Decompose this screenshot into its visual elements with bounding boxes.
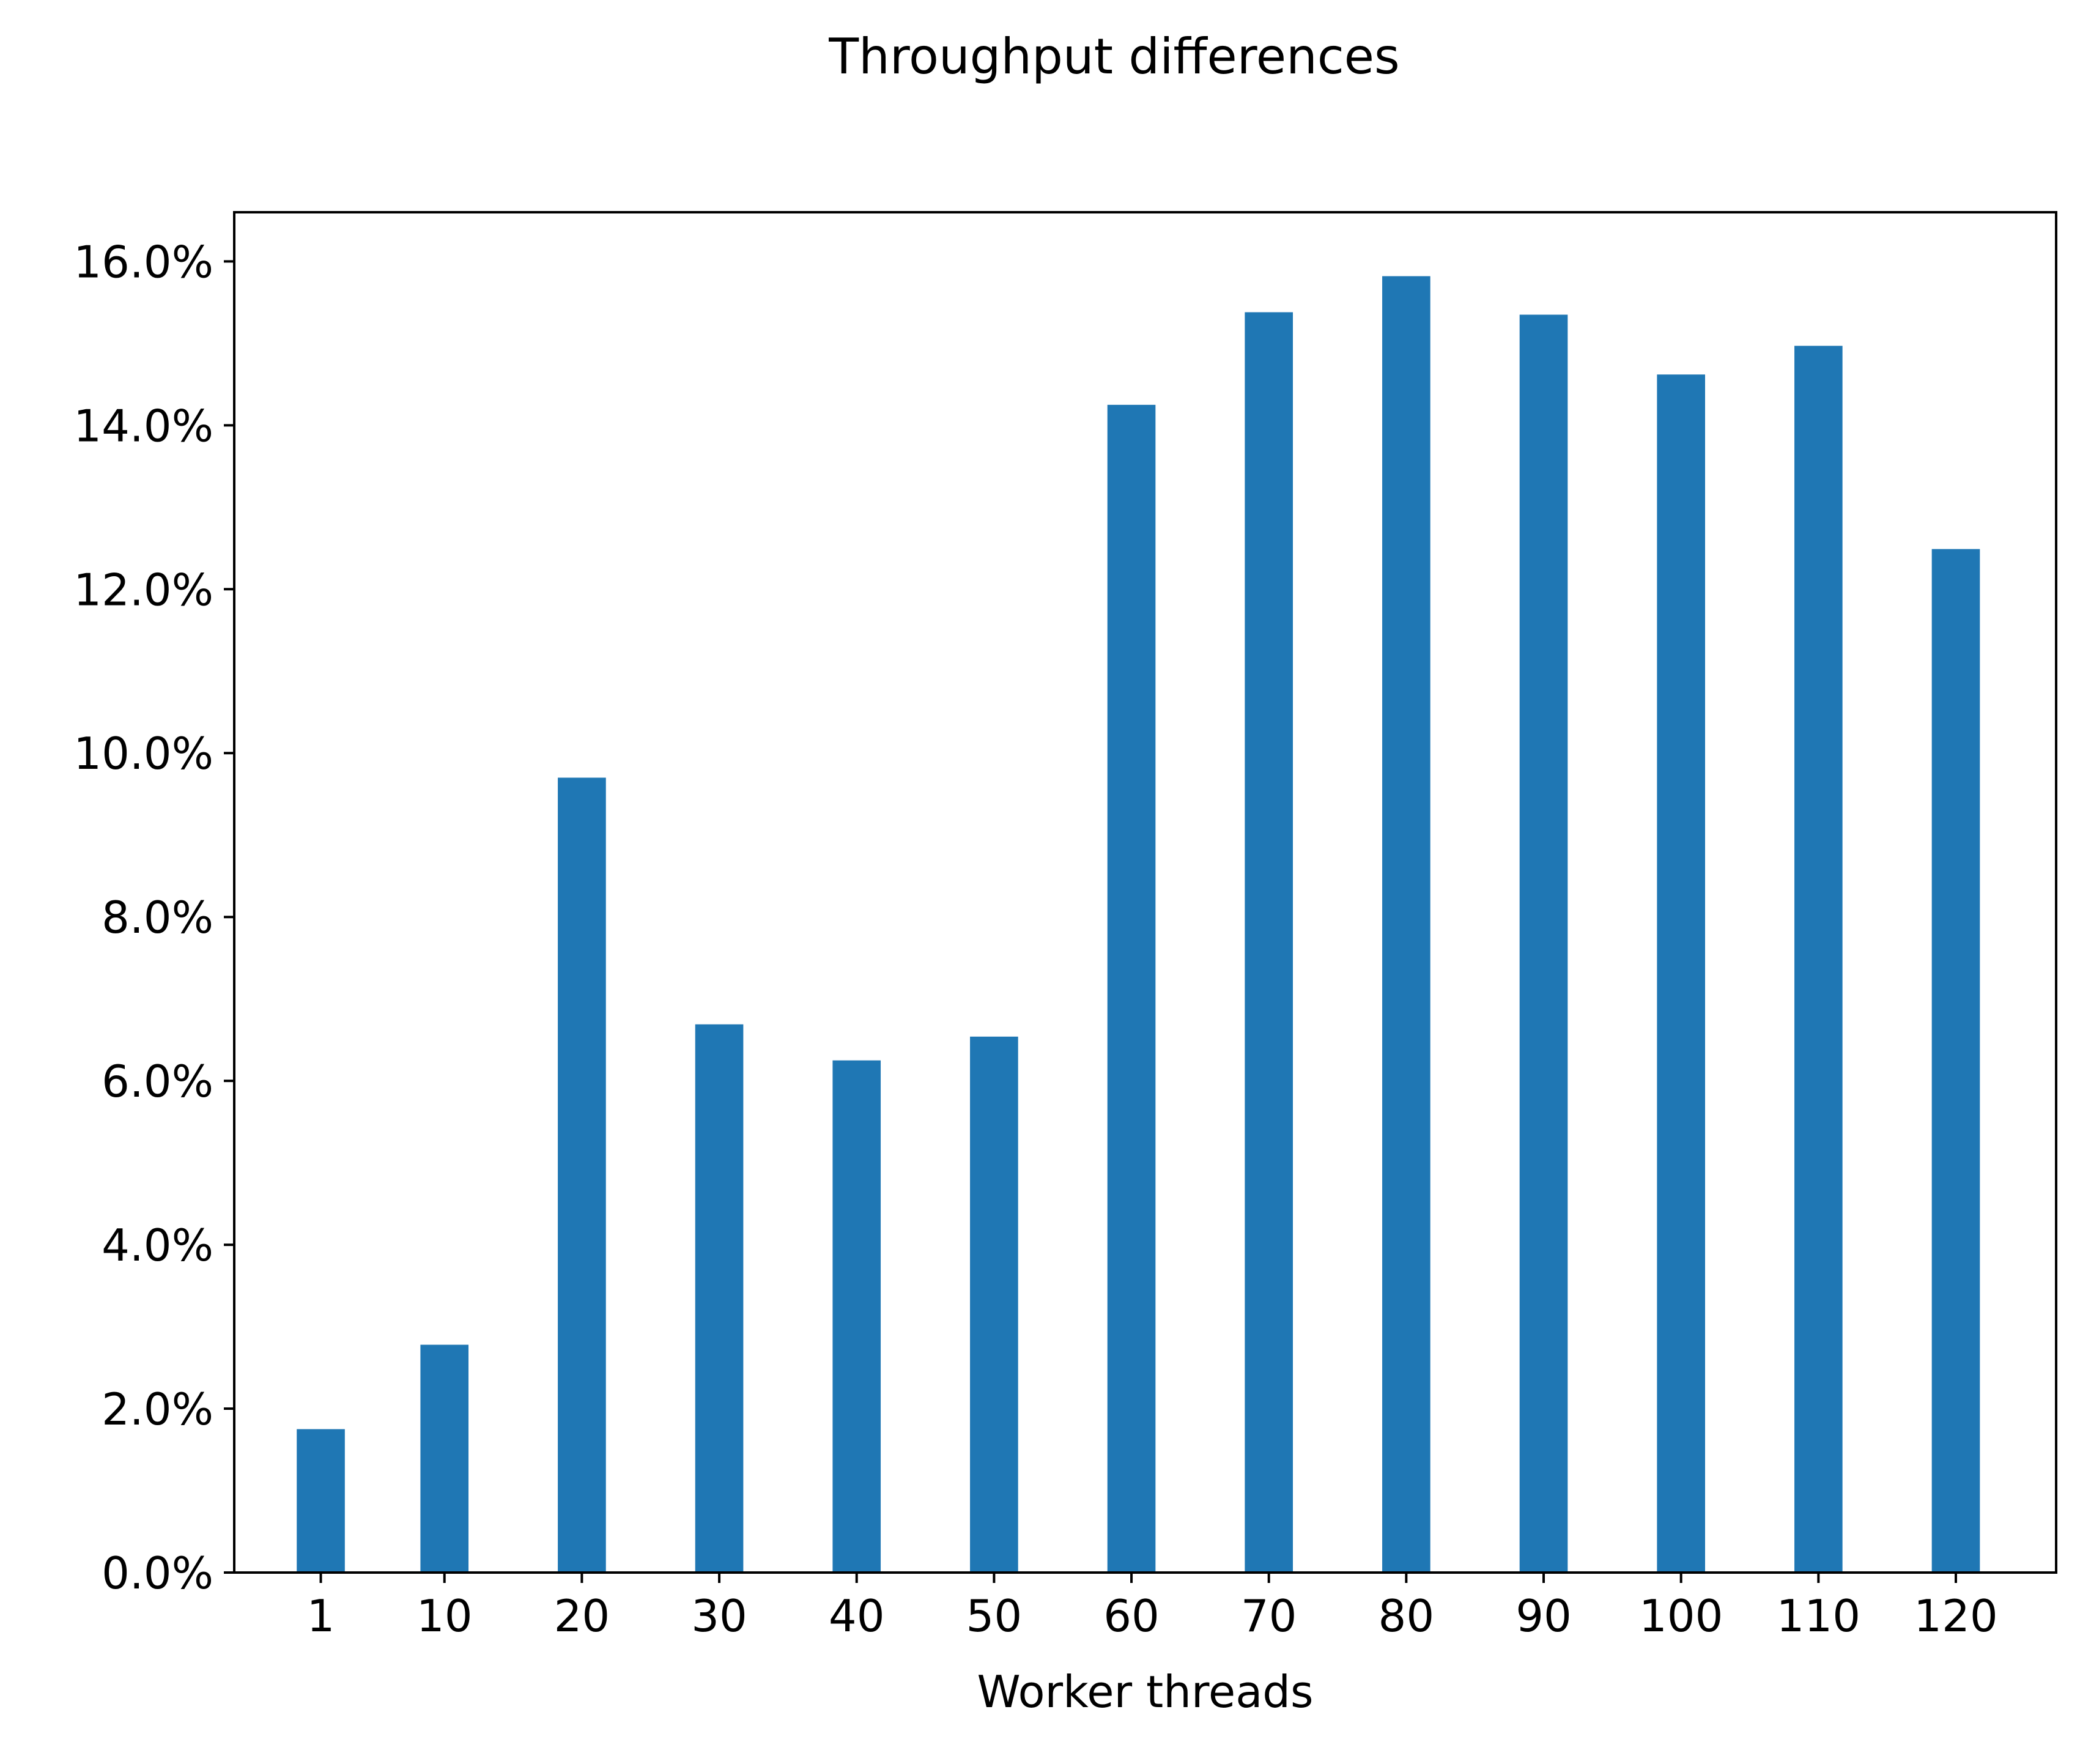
x-tick-label: 50 xyxy=(966,1590,1023,1642)
y-tick-label: 0.0% xyxy=(102,1547,213,1599)
bar-50 xyxy=(970,1036,1018,1573)
bars-layer xyxy=(297,276,1980,1573)
bar-40 xyxy=(832,1060,881,1573)
x-tick-label: 30 xyxy=(691,1590,747,1642)
bar-10 xyxy=(420,1344,469,1573)
y-tick-label: 10.0% xyxy=(73,728,213,779)
x-tick-label: 100 xyxy=(1639,1590,1723,1642)
y-axis-ticks: 0.0% 2.0% 4.0% 6.0% 8.0% 10.0% 12.0% 14.0% 16.0% xyxy=(73,236,234,1599)
y-tick-label: 4.0% xyxy=(102,1220,213,1271)
bar-100 xyxy=(1657,374,1705,1573)
x-tick-label: 70 xyxy=(1241,1590,1297,1642)
chart-title: Throughput differences xyxy=(828,28,1399,85)
bar-110 xyxy=(1794,346,1843,1573)
y-tick-label: 2.0% xyxy=(102,1384,213,1435)
x-tick-label: 110 xyxy=(1777,1590,1860,1642)
bar-30 xyxy=(695,1024,744,1573)
bar-90 xyxy=(1519,314,1568,1573)
y-tick-label: 6.0% xyxy=(102,1056,213,1107)
bar-70 xyxy=(1245,312,1293,1573)
x-axis-ticks: 1 10 20 30 40 50 60 70 80 90 100 110 120 xyxy=(307,1573,1998,1642)
x-tick-label: 40 xyxy=(829,1590,885,1642)
y-tick-label: 8.0% xyxy=(102,892,213,943)
x-tick-label: 90 xyxy=(1516,1590,1572,1642)
y-tick-label: 14.0% xyxy=(73,400,213,451)
bar-20 xyxy=(558,777,606,1573)
x-tick-label: 120 xyxy=(1914,1590,1997,1642)
x-tick-label: 20 xyxy=(554,1590,610,1642)
y-tick-label: 12.0% xyxy=(73,564,213,615)
bar-120 xyxy=(1931,549,1980,1573)
x-axis-label: Worker threads xyxy=(977,1666,1313,1718)
bar-80 xyxy=(1382,276,1430,1573)
x-tick-label: 10 xyxy=(416,1590,473,1642)
x-tick-label: 80 xyxy=(1379,1590,1435,1642)
x-tick-label: 1 xyxy=(307,1590,335,1642)
bar-1 xyxy=(297,1429,345,1573)
y-tick-label: 16.0% xyxy=(73,236,213,287)
plot-frame xyxy=(233,211,2057,1574)
bar-60 xyxy=(1107,404,1156,1573)
x-tick-label: 60 xyxy=(1103,1590,1160,1642)
